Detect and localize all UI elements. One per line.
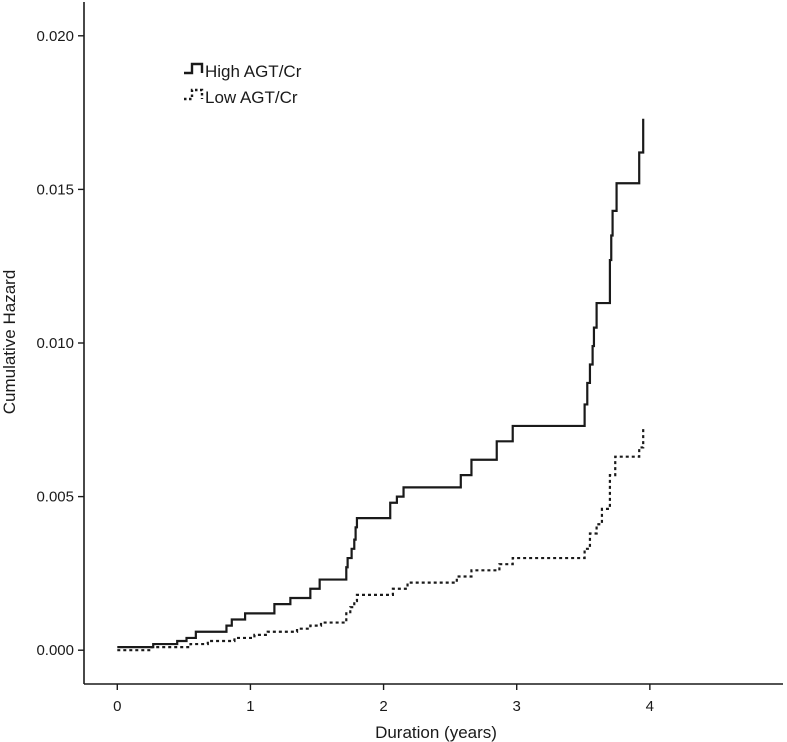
x-tick-label: 3 [513, 698, 521, 715]
x-tick-label: 0 [113, 698, 121, 715]
series-low-agt-cr-line [117, 429, 645, 652]
x-tick-label: 4 [646, 698, 654, 715]
legend: High AGT/Cr Low AGT/Cr [184, 62, 302, 107]
x-tick-label: 1 [246, 698, 254, 715]
y-tick-label: 0.010 [36, 335, 74, 352]
y-axis-title: Cumulative Hazard [0, 270, 19, 415]
axes [83, 2, 783, 685]
legend-swatch-2 [184, 88, 204, 101]
series-high-agt-cr-line [117, 118, 645, 649]
x-tick-label: 2 [379, 698, 387, 715]
y-axis-ticks: 0.000 0.005 0.010 0.015 0.020 [36, 28, 84, 659]
legend-label-1: High AGT/Cr [205, 62, 302, 81]
y-tick-label: 0.015 [36, 181, 74, 198]
x-axis-title: Duration (years) [375, 723, 497, 742]
x-axis-ticks: 0 1 2 3 4 [113, 684, 654, 715]
legend-swatch-1 [184, 62, 204, 75]
y-tick-label: 0.020 [36, 28, 74, 45]
y-tick-label: 0.000 [36, 642, 74, 659]
plot-series [117, 118, 645, 652]
legend-label-2: Low AGT/Cr [205, 88, 298, 107]
y-tick-label: 0.005 [36, 489, 74, 506]
